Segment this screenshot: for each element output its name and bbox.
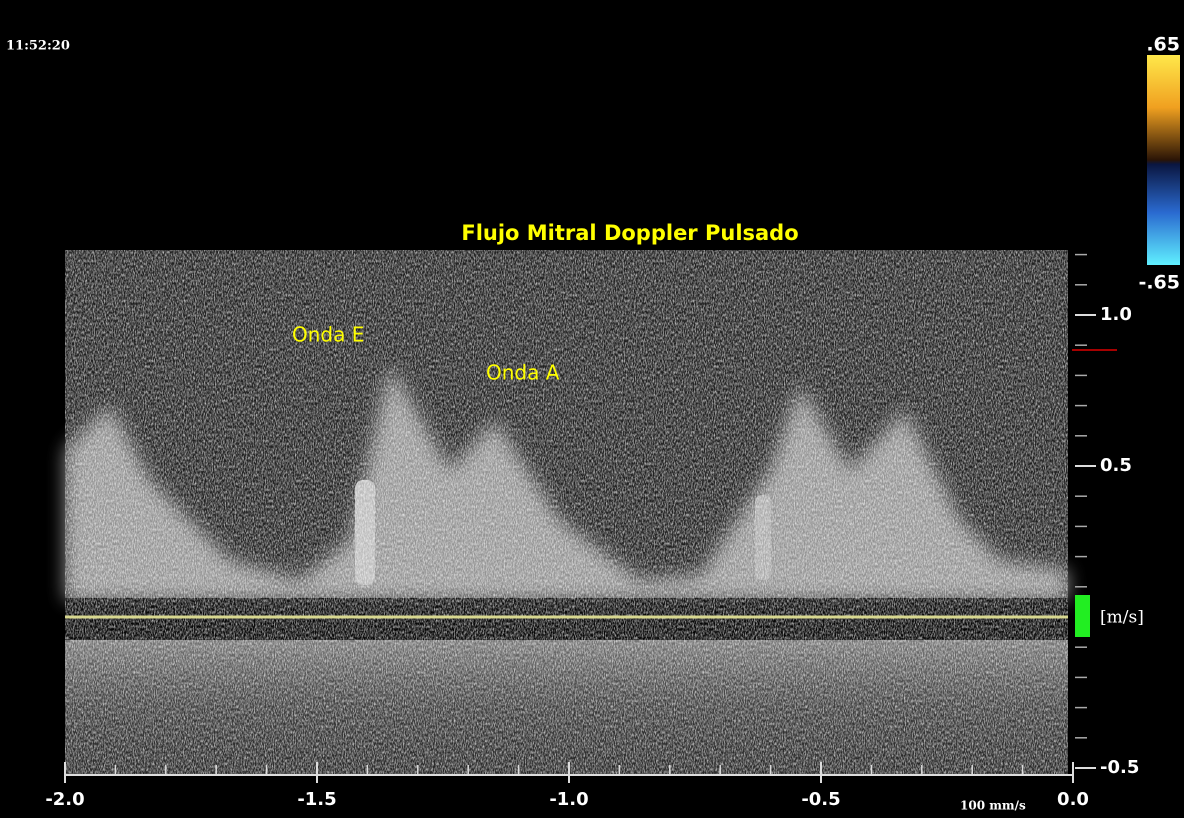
y-tick-label: 1.0	[1100, 304, 1132, 325]
y-unit: [m/s]	[1100, 608, 1144, 628]
x-tick-label: -2.0	[45, 789, 84, 810]
sweep-speed: 100 mm/s	[960, 799, 1026, 813]
x-tick-label: -0.5	[801, 789, 840, 810]
color-bar	[1147, 55, 1180, 265]
baseline-handle	[1075, 595, 1090, 637]
x-tick-label: 0.0	[1057, 789, 1089, 810]
colorbar-label: .65	[1146, 34, 1180, 56]
spectrum	[65, 250, 1068, 775]
y-tick-label: 0.5	[1100, 455, 1132, 476]
annotation: Onda A	[486, 361, 560, 385]
colorbar-label: -.65	[1138, 272, 1180, 294]
x-tick-label: -1.0	[549, 789, 588, 810]
annotation: Onda E	[292, 323, 364, 347]
time-label: 11:52:20	[6, 39, 70, 54]
x-tick-label: -1.5	[297, 789, 336, 810]
chart-title: Flujo Mitral Doppler Pulsado	[461, 221, 798, 245]
y-tick-label: -0.5	[1100, 757, 1139, 778]
